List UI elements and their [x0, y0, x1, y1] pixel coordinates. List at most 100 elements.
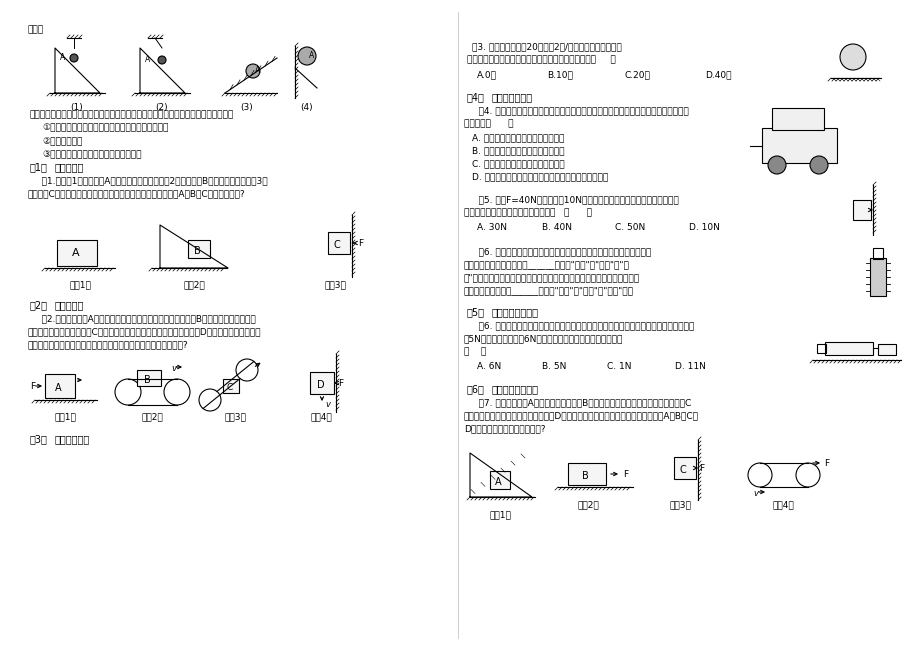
Text: A.0牛: A.0牛: [476, 70, 496, 79]
Bar: [328, 232, 349, 254]
Polygon shape: [470, 453, 531, 497]
Bar: [852, 200, 870, 220]
Text: (1): (1): [71, 103, 84, 112]
Text: 数5N。当弹簧秤示数为6N时，物体运动时受到的摩擦力大小是: 数5N。当弹簧秤示数为6N时，物体运动时受到的摩擦力大小是: [463, 334, 623, 343]
Text: 图（1）: 图（1）: [69, 280, 91, 289]
Bar: [310, 372, 334, 394]
Text: B: B: [144, 375, 151, 385]
Text: D所受的摩擦力方向分别向哪儿?: D所受的摩擦力方向分别向哪儿?: [463, 424, 545, 433]
Text: D.40牛: D.40牛: [704, 70, 731, 79]
Text: （1）: （1）: [30, 162, 48, 172]
Text: A: A: [60, 53, 65, 62]
Text: 上做匀速直线运动，它在水平方向受到的摩擦力是：（     ）: 上做匀速直线运动，它在水平方向受到的摩擦力是：（ ）: [467, 55, 615, 64]
Text: 运动的物体: 运动的物体: [55, 300, 85, 310]
Text: 接触面光滑时: 接触面光滑时: [55, 434, 90, 444]
Text: C. 50N: C. 50N: [614, 223, 644, 232]
Text: 图（4）: 图（4）: [771, 500, 793, 509]
Text: C. 1N: C. 1N: [607, 362, 630, 371]
Text: 静止不动时，木块受到的摩擦力的大小   （      ）: 静止不动时，木块受到的摩擦力的大小 （ ）: [463, 208, 591, 217]
Text: D. 11N: D. 11N: [675, 362, 705, 371]
Text: B. 小孩对车的推力等于车受到的阻力: B. 小孩对车的推力等于车受到的阻力: [471, 146, 564, 155]
Text: 被紧压在竖直墙壁上面处于静止，物体D随皮带一起做匀速直线运动。试分析：物体A、B、C、: 被紧压在竖直墙壁上面处于静止，物体D随皮带一起做匀速直线运动。试分析：物体A、B…: [463, 411, 698, 420]
Circle shape: [767, 156, 785, 174]
Text: B: B: [582, 471, 588, 481]
Text: （6）: （6）: [467, 384, 484, 394]
Text: 图（4）: 图（4）: [310, 412, 332, 421]
Text: A: A: [494, 477, 501, 487]
Text: D: D: [317, 380, 324, 390]
Text: F: F: [622, 470, 628, 479]
Text: 例6. 如图所示，用手握着一个瓶子悬在空中不动，当手握瓶子的力增大: 例6. 如图所示，用手握着一个瓶子悬在空中不动，当手握瓶子的力增大: [467, 247, 651, 256]
Bar: [222, 379, 239, 393]
Text: 例3. 如右图，小球重20牛，以2米/秒的速度在光滑水平面: 例3. 如右图，小球重20牛，以2米/秒的速度在光滑水平面: [471, 42, 621, 51]
Bar: [674, 457, 696, 479]
Bar: [816, 344, 825, 353]
Bar: [187, 240, 210, 258]
Text: A. 30N: A. 30N: [476, 223, 506, 232]
Text: F: F: [698, 464, 703, 473]
Text: （5）: （5）: [467, 307, 484, 317]
Text: v: v: [752, 489, 757, 498]
Text: 例1.下图（1）中，物体A静止在水平地面上；图（2）中，物体B静止在斜面上；图（3）: 例1.下图（1）中，物体A静止在水平地面上；图（2）中，物体B静止在斜面上；图（…: [30, 176, 267, 185]
Text: 静止的物体: 静止的物体: [55, 162, 85, 172]
Text: A. 6N: A. 6N: [476, 362, 501, 371]
Text: v: v: [171, 364, 176, 373]
Bar: [877, 344, 895, 355]
Bar: [761, 128, 836, 163]
Text: 例4. 如图所示，一个小孩沿水平方向用力推静止在水平地面上的小汽车，但小车仍保持: 例4. 如图所示，一个小孩沿水平方向用力推静止在水平地面上的小汽车，但小车仍保持: [467, 106, 688, 115]
Text: 图（3）: 图（3）: [224, 412, 245, 421]
Text: 图（2）: 图（2）: [141, 412, 163, 421]
Text: 图（2）: 图（2）: [576, 500, 598, 509]
Bar: [137, 370, 161, 386]
Text: (3): (3): [241, 103, 253, 112]
Text: 图（1）: 图（1）: [54, 412, 76, 421]
Text: F: F: [357, 239, 363, 248]
Bar: [490, 471, 509, 489]
Text: B. 5N: B. 5N: [541, 362, 566, 371]
Text: A. 小孩对车的推力大于车受到的阻力: A. 小孩对车的推力大于车受到的阻力: [471, 133, 563, 142]
Text: 图（3）: 图（3）: [323, 280, 346, 289]
Text: A: A: [309, 51, 314, 60]
Text: 例6. 用弹簧秤在水平方向上拉动一个置于地面的物体，使它做匀速直线运动时，弹簧秤示: 例6. 用弹簧秤在水平方向上拉动一个置于地面的物体，使它做匀速直线运动时，弹簧秤…: [467, 321, 694, 330]
Text: （4）: （4）: [467, 92, 484, 102]
Text: A: A: [145, 55, 150, 64]
Circle shape: [245, 64, 260, 78]
Text: 例7. 下图中，物体A静止在斜面上，物体B在水平拉力作用下做匀速直线运动，物体C: 例7. 下图中，物体A静止在斜面上，物体B在水平拉力作用下做匀速直线运动，物体C: [467, 398, 690, 407]
Text: B.10牛: B.10牛: [547, 70, 573, 79]
Text: ①两个物体相互接触并挤压，即两个物体之间有弹力: ①两个物体相互接触并挤压，即两个物体之间有弹力: [42, 123, 168, 132]
Circle shape: [809, 156, 827, 174]
Text: (4): (4): [301, 103, 313, 112]
Bar: [45, 374, 75, 398]
Bar: [57, 240, 96, 266]
Text: C.20牛: C.20牛: [624, 70, 650, 79]
Text: ③物体有相对运动的趋势或发生相对运动: ③物体有相对运动的趋势或发生相对运动: [42, 149, 142, 158]
Bar: [869, 258, 885, 296]
Text: 判断摩擦力的方向: 判断摩擦力的方向: [492, 384, 539, 394]
Circle shape: [158, 56, 165, 64]
Bar: [824, 342, 872, 355]
Text: B: B: [194, 246, 200, 256]
Text: 中，物体C被压在竖直墙壁上面处于静止。试分析下图中，物体A、B、C是否受摩擦力?: 中，物体C被压在竖直墙壁上面处于静止。试分析下图中，物体A、B、C是否受摩擦力?: [28, 189, 245, 198]
Bar: [771, 108, 823, 130]
Text: 例2.下图中，物体A在水平向右的拉力作用下做匀速直线运动。B物体在水平皮带上跟随: 例2.下图中，物体A在水平向右的拉力作用下做匀速直线运动。B物体在水平皮带上跟随: [30, 314, 255, 323]
Text: （2）: （2）: [30, 300, 48, 310]
Text: 时，瓶子受到手的摩擦力将______（选填"不变"、"变大"或"变: 时，瓶子受到手的摩擦力将______（选填"不变"、"变大"或"变: [463, 260, 630, 269]
Text: 静摩擦力的大小: 静摩擦力的大小: [492, 92, 532, 102]
Bar: [567, 463, 606, 485]
Polygon shape: [160, 225, 228, 268]
Text: F: F: [337, 379, 343, 388]
Text: 做匀速直线运动。现在不考虑空气阻力，试分析它们是否受摩擦力?: 做匀速直线运动。现在不考虑空气阻力，试分析它们是否受摩擦力?: [28, 340, 188, 349]
Circle shape: [70, 54, 78, 62]
Text: F: F: [30, 382, 35, 391]
Text: 图（3）: 图（3）: [668, 500, 690, 509]
Text: 静止。则（      ）: 静止。则（ ）: [463, 119, 513, 128]
Text: 滑动摩擦力的大小: 滑动摩擦力的大小: [492, 307, 539, 317]
Text: F: F: [823, 459, 828, 468]
Text: 摩擦力：要判断一个物体是否受摩擦力，我们可以从产生摩擦力的条件入手。条件是：: 摩擦力：要判断一个物体是否受摩擦力，我们可以从产生摩擦力的条件入手。条件是：: [30, 110, 234, 119]
Circle shape: [839, 44, 865, 70]
Text: 图（1）: 图（1）: [489, 510, 510, 519]
Text: C: C: [679, 465, 686, 475]
Circle shape: [298, 47, 315, 65]
Text: D. 10N: D. 10N: [688, 223, 719, 232]
Text: A: A: [55, 383, 62, 393]
